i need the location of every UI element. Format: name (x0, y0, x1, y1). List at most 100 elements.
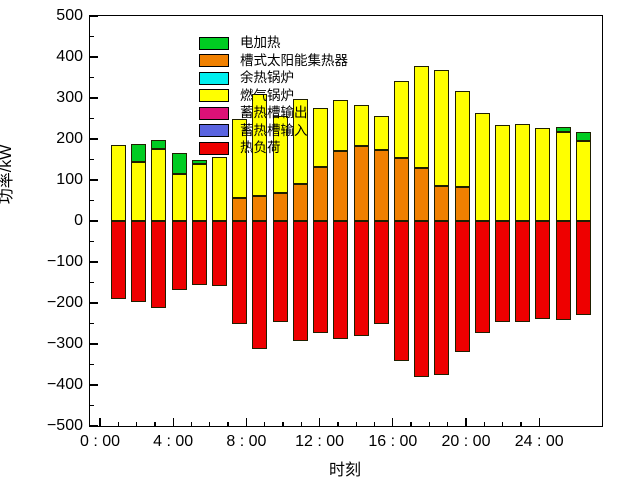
bar-segment-热负荷 (474, 221, 490, 333)
legend-label: 燃气锅炉 (240, 87, 294, 103)
x-major-tick (318, 418, 321, 426)
legend-item: 电加热 (199, 36, 348, 50)
x-minor-tick (190, 422, 193, 426)
x-minor-tick (520, 422, 522, 426)
legend-swatch (199, 124, 229, 137)
bar-segment-热负荷 (272, 221, 288, 323)
x-tick-label: 4 : 00 (153, 433, 194, 450)
y-tick-label: 500 (56, 7, 83, 24)
bar-segment-热负荷 (151, 221, 167, 309)
y-tick-label: 0 (74, 212, 83, 229)
bar-segment-电加热 (151, 139, 167, 149)
x-major-tick (465, 418, 467, 426)
x-tick-label: 0 : 00 (79, 433, 121, 450)
bar-segment-槽式太阳能集热器 (454, 187, 470, 221)
bar-segment-电加热 (131, 144, 147, 162)
bar-segment-燃气锅炉 (414, 66, 430, 168)
x-major-tick (99, 418, 101, 426)
bar-segment-热负荷 (353, 221, 369, 337)
bar-segment-槽式太阳能集热器 (333, 151, 349, 221)
x-minor-tick (135, 422, 138, 426)
bar-segment-燃气锅炉 (171, 173, 187, 221)
y-tick-label: 100 (56, 171, 83, 188)
x-tick-label: 12 : 00 (295, 433, 345, 450)
y-major-tick (90, 425, 98, 427)
x-minor-tick (227, 422, 229, 426)
legend-label: 热负荷 (240, 140, 281, 155)
bar-segment-燃气锅炉 (212, 157, 228, 221)
bar-segment-热负荷 (494, 221, 510, 322)
bar-segment-槽式太阳能集热器 (272, 192, 288, 221)
bar-segment-热负荷 (171, 221, 187, 290)
legend-item: 热负荷 (199, 141, 348, 155)
legend-item: 余热锅炉 (199, 71, 348, 85)
bar-segment-燃气锅炉 (232, 118, 248, 199)
legend-label: 余热锅炉 (240, 70, 294, 85)
y-major-tick (90, 384, 98, 386)
y-minor-tick (90, 199, 94, 202)
bar-segment-燃气锅炉 (494, 125, 510, 221)
bar-segment-槽式太阳能集热器 (313, 166, 329, 221)
x-minor-tick (483, 422, 485, 426)
x-axis-title: 时刻 (328, 462, 362, 479)
y-tick-label: −400 (46, 376, 83, 393)
bar-segment-槽式太阳能集热器 (373, 150, 389, 221)
bar-segment-燃气锅炉 (313, 107, 329, 167)
bar-segment-槽式太阳能集热器 (434, 186, 450, 221)
bar-segment-燃气锅炉 (151, 148, 167, 221)
bar-segment-燃气锅炉 (353, 105, 369, 146)
bar-segment-燃气锅炉 (131, 161, 147, 221)
x-tick-label: 20 : 00 (441, 433, 491, 450)
y-major-tick (90, 220, 98, 222)
x-tick-label: 16 : 00 (368, 433, 418, 450)
bar-segment-燃气锅炉 (373, 116, 389, 151)
bar-segment-槽式太阳能集热器 (292, 183, 308, 221)
bar-segment-热负荷 (535, 221, 551, 319)
y-tick-label: −300 (46, 335, 83, 352)
y-major-tick (90, 179, 98, 181)
legend-item: 燃气锅炉 (199, 87, 348, 103)
bar-segment-热负荷 (191, 221, 207, 285)
y-major-tick (90, 343, 98, 345)
bar-segment-热负荷 (393, 221, 409, 361)
bar-segment-燃气锅炉 (474, 113, 490, 221)
bar-segment-燃气锅炉 (252, 93, 268, 196)
y-minor-tick (90, 240, 94, 243)
x-tick-label: 24 : 00 (514, 433, 564, 450)
bar-segment-热负荷 (434, 221, 450, 376)
y-tick-label: 400 (56, 48, 83, 65)
x-major-tick (538, 418, 540, 426)
legend-swatch (199, 54, 229, 67)
bar-segment-热负荷 (232, 221, 248, 324)
bar-segment-燃气锅炉 (434, 70, 450, 187)
bar-segment-热负荷 (515, 221, 531, 322)
y-major-tick (90, 15, 98, 17)
x-minor-tick (373, 422, 376, 426)
y-tick-label: −500 (46, 417, 83, 434)
y-tick-label: 300 (56, 89, 83, 106)
y-minor-tick (90, 322, 94, 325)
bar-segment-燃气锅炉 (333, 99, 349, 152)
bar-segment-热负荷 (454, 221, 470, 353)
bar-segment-燃气锅炉 (292, 98, 308, 184)
bar-segment-槽式太阳能集热器 (393, 157, 409, 221)
x-minor-tick (300, 422, 302, 426)
bar-segment-热负荷 (414, 221, 430, 378)
bar-segment-槽式太阳能集热器 (353, 145, 369, 221)
x-minor-tick (501, 422, 504, 426)
bar-segment-电加热 (575, 131, 591, 141)
y-minor-tick (90, 281, 94, 284)
bar-segment-燃气锅炉 (393, 80, 409, 158)
legend-label: 槽式太阳能集热器 (240, 52, 348, 68)
y-minor-tick (90, 35, 94, 38)
x-major-tick (172, 418, 174, 426)
y-minor-tick (90, 363, 94, 366)
x-minor-tick (355, 422, 357, 426)
bar-segment-燃气锅炉 (111, 145, 126, 221)
x-minor-tick (282, 422, 284, 426)
bar-segment-热负荷 (111, 221, 126, 299)
y-major-tick (90, 56, 98, 58)
plot-area: 500 400 300 200 100 0 −100 −200 −300 −400 −500 0 : … (47, 7, 603, 450)
bar-segment-槽式太阳能集热器 (232, 198, 248, 221)
legend-swatch (199, 141, 229, 155)
